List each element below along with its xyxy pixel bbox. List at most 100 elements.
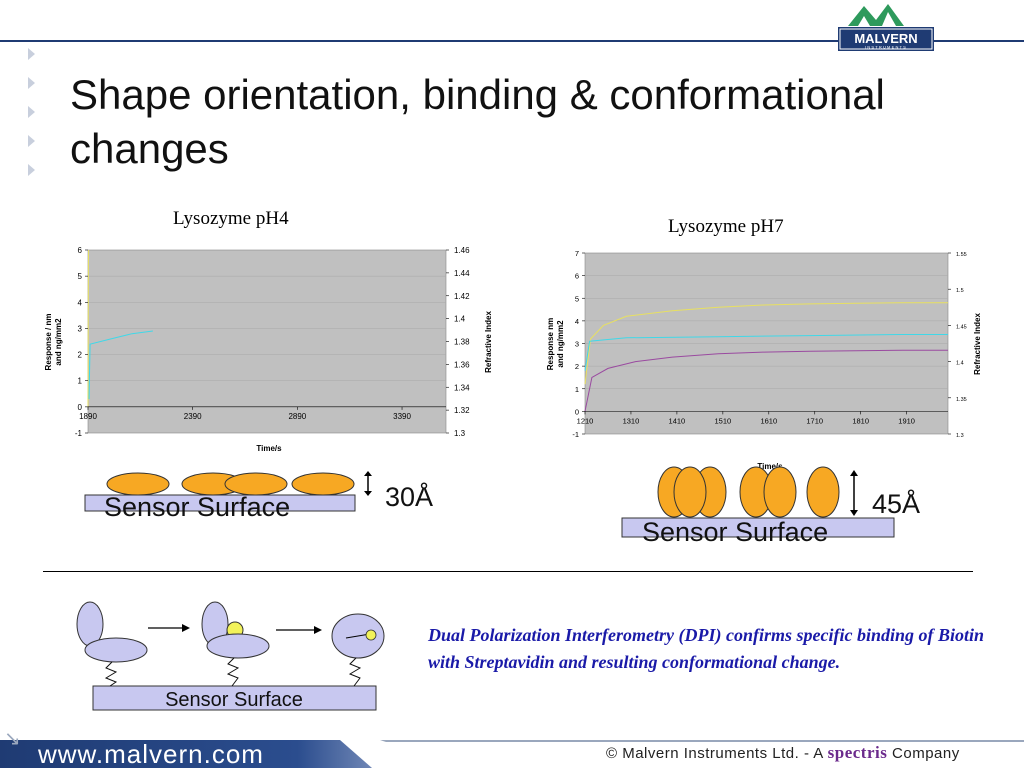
linker-spring-icon [226, 657, 240, 687]
thickness-ph4-label: 30Å [385, 481, 433, 512]
y2-tick-label: 1.4 [454, 315, 466, 324]
copyright-prefix: © Malvern Instruments Ltd. - A [606, 745, 828, 762]
bullet-icon [28, 135, 35, 147]
protein-flat [224, 472, 288, 496]
footer-copyright: © Malvern Instruments Ltd. - A spectris … [606, 743, 960, 763]
y2-tick-label: 1.45 [956, 324, 967, 330]
y2-tick-label: 1.35 [956, 397, 967, 403]
chart-ph4-ylabel-1: Response / nm [44, 314, 53, 371]
x-tick-label: 1710 [806, 416, 823, 425]
bullet-icon [28, 48, 35, 60]
y-tick-label: 3 [78, 324, 83, 333]
y2-tick-label: 1.3 [454, 429, 466, 438]
diagram-ph4: Sensor Surface 30Å [84, 471, 433, 522]
chart-ph4-ylabel-2: and ng/mm2 [54, 318, 63, 366]
x-tick-label: 1210 [577, 416, 594, 425]
chart-ph4: 6543210-11.461.441.421.41.381.361.341.32… [44, 246, 493, 453]
x-tick-label: 2890 [288, 412, 306, 421]
x-tick-label: 1310 [623, 416, 640, 425]
bullet-column [24, 48, 44, 193]
x-tick-label: 1510 [715, 416, 732, 425]
y2-tick-label: 1.4 [956, 361, 964, 367]
bullet-icon [28, 106, 35, 118]
sensor-surface-ph7-label: Sensor Surface [642, 517, 828, 547]
x-tick-label: 3390 [393, 412, 411, 421]
y-tick-label: 0 [575, 407, 579, 416]
chart-ph7-title: Lysozyme pH7 [668, 216, 784, 237]
y-tick-label: 2 [78, 351, 83, 360]
y-tick-label: 5 [78, 272, 83, 281]
y-tick-label: 4 [78, 298, 83, 307]
x-tick-label: 1610 [760, 416, 777, 425]
y2-tick-label: 1.38 [454, 338, 470, 347]
corner-arrow-icon: ↘ [4, 728, 21, 750]
malvern-logo: MALVERN INSTRUMENTS [838, 4, 934, 51]
y-tick-label: -1 [572, 430, 579, 439]
x-tick-label: 1890 [79, 412, 97, 421]
chart-ph7-ylabel-1: Response nm [546, 318, 555, 370]
y-tick-label: -1 [75, 429, 83, 438]
spectris-logo-text: spectris [827, 743, 888, 762]
y-tick-label: 2 [575, 362, 579, 371]
logo-mountains-icon [848, 4, 904, 26]
copyright-suffix: Company [887, 745, 960, 762]
series-line-2 [88, 330, 153, 400]
chart-ph7-xlabel: Time/s [757, 462, 783, 471]
series-line-1 [87, 249, 90, 407]
x-tick-label: 1410 [669, 416, 686, 425]
y2-tick-label: 1.3 [956, 433, 964, 439]
chart-ph4-plot-area [87, 249, 447, 434]
sensor-surface-ph4-label: Sensor Surface [104, 492, 290, 522]
chart-ph7: 7 6 5 4 3 2 1 0 -1 1.55 1.5 1.45 1.4 1.35 1.3 1210 1310 1… [546, 249, 982, 471]
linker-spring-icon [348, 657, 362, 687]
y-tick-label: 0 [78, 403, 83, 412]
diagram-ph7: Sensor Surface 45Å [621, 466, 920, 547]
footer-bar [0, 740, 1024, 768]
y-tick-label: 4 [575, 317, 579, 326]
linker-spring-icon [104, 661, 118, 687]
logo-text: MALVERN [854, 31, 917, 46]
diagram-biotin-binding: Sensor Surface [76, 601, 385, 711]
slide-title-line-1: Shape orientation, binding & conformatio… [70, 71, 885, 118]
dpi-caption: Dual Polarization Interferometry (DPI) c… [428, 625, 985, 672]
thickness-ph7-label: 45Å [872, 488, 920, 519]
y2-tick-label: 1.32 [454, 406, 470, 415]
y-tick-label: 6 [575, 272, 579, 281]
streptavidin-subunit [84, 637, 148, 663]
chart-ph4-ylabel-right: Refractive Index [484, 311, 493, 373]
bullet-icon [28, 164, 35, 176]
protein-flat [106, 472, 170, 496]
sensor-surface-biotin-label: Sensor Surface [165, 689, 303, 711]
top-rule [0, 40, 1024, 42]
biotin-molecule [365, 629, 377, 641]
slide-title: Shape orientation, binding & conformatio… [70, 68, 990, 176]
logo-subtext: INSTRUMENTS [865, 45, 907, 50]
series-line-3 [584, 349, 948, 412]
x-tick-label: 1810 [852, 416, 869, 425]
chart-ph4-xlabel: Time/s [256, 444, 282, 453]
y2-tick-label: 1.42 [454, 292, 470, 301]
footer-url[interactable]: www.malvern.com [38, 739, 264, 769]
y-tick-label: 3 [575, 340, 579, 349]
series-line-1 [584, 302, 948, 385]
y2-tick-label: 1.34 [454, 383, 470, 392]
streptavidin-subunit [206, 633, 270, 659]
y-tick-label: 7 [575, 249, 579, 258]
section-divider [43, 571, 973, 572]
protein-upright [673, 466, 707, 518]
y2-tick-label: 1.36 [454, 360, 470, 369]
y2-tick-label: 1.5 [956, 288, 964, 294]
chart-ph7-ylabel-2: and ng/mm2 [556, 320, 565, 368]
slide-title-line-2: changes [70, 125, 229, 172]
protein-upright [806, 466, 840, 518]
sensor-surface-ph7 [621, 517, 895, 538]
sensor-surface-biotin [92, 685, 377, 711]
series-line-2 [584, 334, 948, 371]
protein-upright [763, 466, 797, 518]
chart-ph7-ylabel-right: Refractive Index [973, 313, 982, 375]
x-tick-label: 2390 [184, 412, 202, 421]
y-tick-label: 1 [575, 385, 579, 394]
y2-tick-label: 1.55 [956, 252, 967, 258]
protein-flat [291, 472, 355, 496]
chart-ph4-title: Lysozyme pH4 [173, 208, 289, 229]
